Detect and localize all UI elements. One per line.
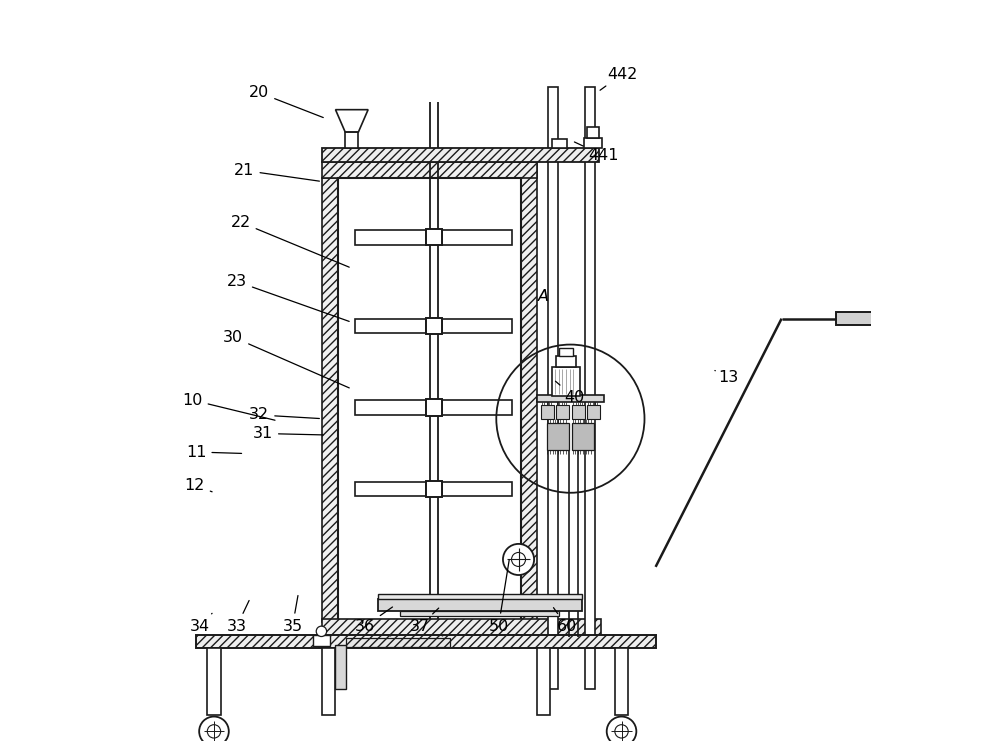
Bar [355, 230, 426, 245]
Bar [521, 162, 537, 622]
Bar [345, 132, 358, 148]
Bar [552, 367, 580, 396]
Circle shape [512, 553, 526, 566]
Text: 11: 11 [186, 445, 242, 459]
Bar [572, 423, 594, 450]
Bar [442, 319, 512, 333]
Bar [615, 648, 628, 715]
Circle shape [199, 717, 229, 741]
Bar [355, 482, 426, 496]
Bar [587, 405, 600, 419]
Bar [556, 405, 569, 419]
Bar [196, 635, 656, 648]
Bar [322, 178, 338, 622]
Circle shape [607, 717, 636, 741]
Circle shape [615, 725, 628, 738]
Bar [552, 139, 567, 148]
Bar [585, 87, 595, 689]
Bar [442, 230, 512, 245]
Bar [313, 635, 330, 646]
Bar [355, 400, 426, 415]
Bar [426, 481, 442, 497]
Bar [537, 648, 550, 715]
Bar [322, 162, 537, 178]
Bar [322, 619, 601, 636]
Circle shape [503, 544, 534, 575]
Text: 40: 40 [555, 381, 584, 405]
Bar [338, 178, 521, 622]
Bar [378, 594, 582, 599]
Text: 13: 13 [715, 370, 738, 385]
Circle shape [316, 626, 327, 637]
Bar [442, 482, 512, 496]
Bar [355, 319, 426, 333]
Text: 31: 31 [253, 426, 323, 441]
Text: 34: 34 [190, 614, 212, 634]
Bar [346, 638, 450, 647]
Text: 33: 33 [227, 600, 249, 634]
Bar [322, 648, 335, 715]
Text: 12: 12 [185, 478, 212, 493]
Text: 30: 30 [223, 330, 349, 388]
Bar [541, 405, 554, 419]
Text: A: A [537, 289, 548, 304]
Bar [548, 87, 558, 689]
Bar [400, 611, 559, 616]
Bar [426, 229, 442, 245]
Bar [322, 148, 599, 162]
Text: 60: 60 [553, 608, 577, 634]
Bar [378, 599, 582, 611]
Circle shape [207, 725, 221, 738]
Polygon shape [335, 110, 368, 132]
Text: 21: 21 [234, 163, 319, 181]
Bar [559, 348, 573, 356]
Text: 35: 35 [282, 596, 303, 634]
Text: 37: 37 [410, 608, 439, 634]
Bar [547, 423, 569, 450]
Bar [836, 312, 884, 325]
Text: 36: 36 [355, 607, 393, 634]
Bar [426, 318, 442, 334]
Text: 50: 50 [488, 560, 509, 634]
Bar [426, 399, 442, 416]
Text: 10: 10 [182, 393, 275, 420]
Text: 22: 22 [231, 215, 349, 268]
Text: 20: 20 [249, 85, 323, 118]
Bar [572, 405, 585, 419]
Bar [556, 356, 576, 367]
Text: 442: 442 [600, 67, 637, 90]
Bar [587, 127, 599, 138]
Bar [584, 138, 602, 148]
Text: 32: 32 [249, 408, 319, 422]
Bar [335, 645, 346, 689]
Bar [537, 395, 604, 402]
Bar [207, 648, 221, 715]
Text: 23: 23 [227, 274, 349, 322]
Text: 441: 441 [574, 142, 619, 163]
Bar [442, 400, 512, 415]
